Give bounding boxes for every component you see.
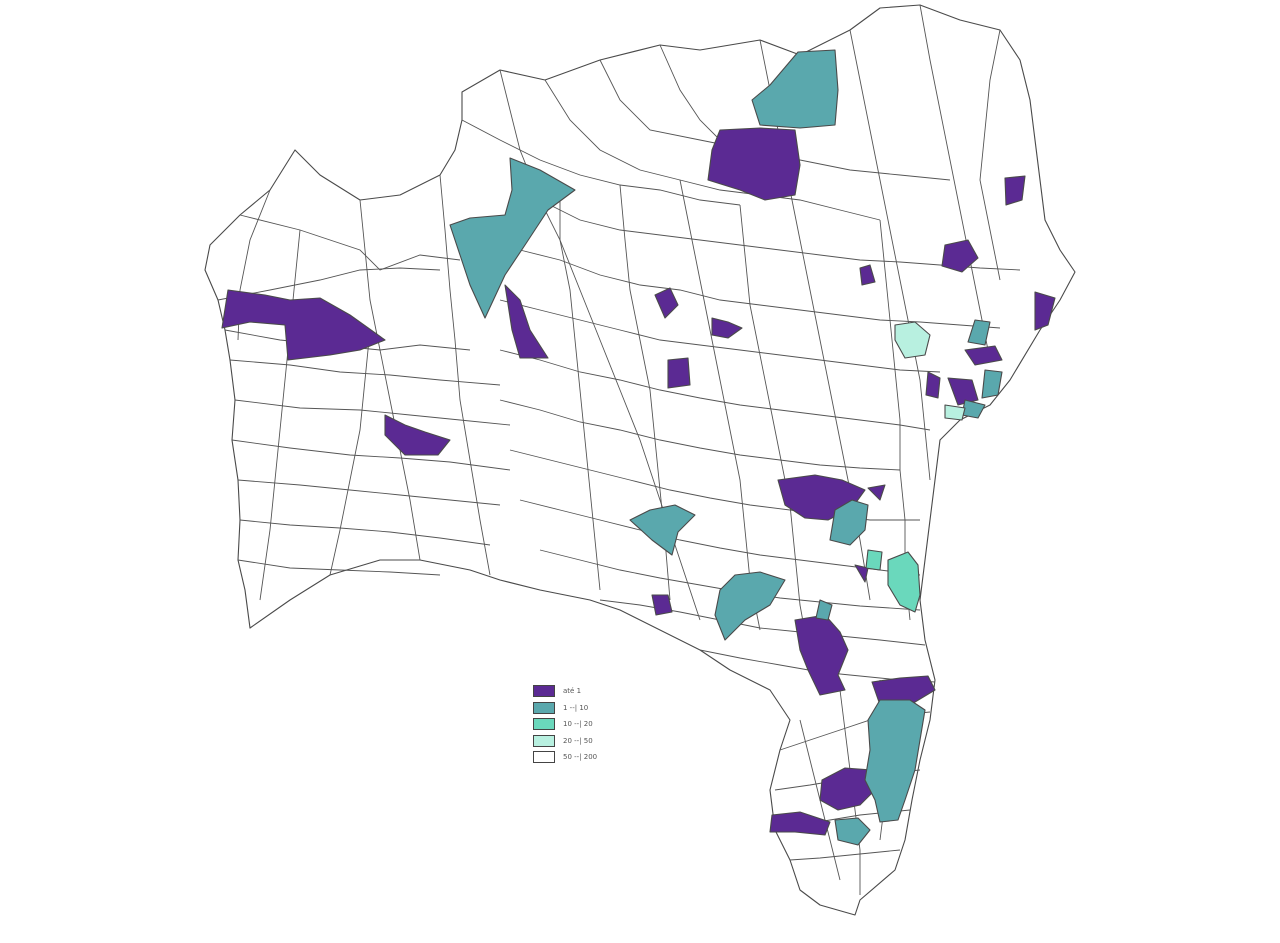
legend-swatch (533, 685, 555, 698)
legend-label: 50 --| 200 (563, 753, 598, 762)
class-1-regions (221, 127, 1056, 836)
legend-label: até 1 (563, 687, 582, 696)
legend-swatch (533, 751, 555, 764)
map-legend: até 1 1 --| 10 10 --| 20 20 --| 50 50 --… (533, 683, 643, 766)
legend-swatch (533, 718, 555, 731)
legend-item: 1 --| 10 (533, 700, 643, 717)
legend-item: 50 --| 200 (533, 749, 643, 766)
legend-label: 1 --| 10 (563, 703, 589, 712)
legend-item: 20 --| 50 (533, 733, 643, 750)
state-outline (204, 4, 1076, 916)
legend-item: até 1 (533, 683, 643, 700)
legend-swatch (533, 701, 555, 714)
legend-label: 20 --| 50 (563, 736, 593, 745)
class-3-regions (865, 549, 921, 613)
legend-label: 10 --| 20 (563, 720, 593, 729)
legend-swatch (533, 734, 555, 747)
legend-item: 10 --| 20 (533, 716, 643, 733)
class-4-regions (894, 321, 966, 421)
